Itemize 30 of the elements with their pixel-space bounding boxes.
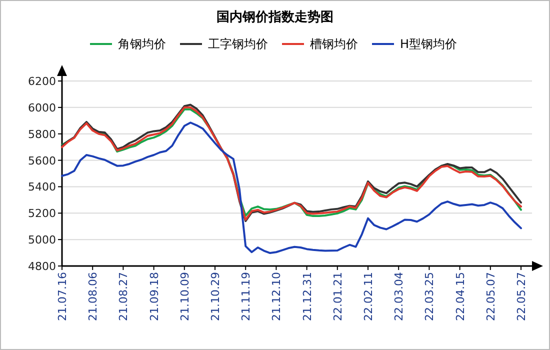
x-tick-label: 21.08.06: [86, 272, 100, 321]
legend-label: 角钢均价: [118, 37, 166, 51]
x-tick-label: 22.03.04: [392, 272, 406, 321]
x-tick-label: 22.04.15: [454, 272, 467, 321]
x-tick-label: 22.01.21: [331, 272, 344, 321]
legend-label: 工字钢均价: [208, 37, 268, 51]
y-tick-label: 4800: [28, 260, 56, 273]
x-tick-label: 21.10.09: [178, 272, 192, 321]
x-tick-label: 21.08.27: [117, 272, 130, 321]
line-series: [61, 122, 522, 254]
chart-title: 国内钢价指数走势图: [216, 9, 334, 25]
y-tick-label: 5200: [28, 207, 56, 220]
x-tick-label: 21.09.18: [148, 272, 161, 321]
y-tick-label: 6200: [28, 75, 56, 88]
x-tick-label: 21.12.31: [300, 272, 314, 321]
x-tick-label: 21.11.19: [240, 272, 253, 321]
x-tick-label: 22.05.27: [515, 272, 528, 321]
y-tick-label: 5400: [28, 180, 56, 194]
x-tick-label: 21.10.29: [209, 272, 222, 321]
y-tick-label: 5600: [28, 154, 56, 168]
legend-label: H型钢均价: [400, 37, 458, 51]
x-tick-label: 22.02.11: [362, 272, 375, 321]
x-tick-label: 21.07.16: [56, 272, 69, 321]
x-tick-label: 21.12.10: [270, 272, 284, 321]
legend-label: 槽钢均价: [310, 37, 358, 51]
x-tick-label: 22.03.25: [423, 272, 436, 321]
y-tick-label: 5000: [28, 234, 56, 247]
y-tick-label: 6000: [28, 101, 56, 114]
x-tick-label: 22.05.07: [484, 272, 498, 321]
y-tick-label: 5800: [28, 128, 56, 141]
